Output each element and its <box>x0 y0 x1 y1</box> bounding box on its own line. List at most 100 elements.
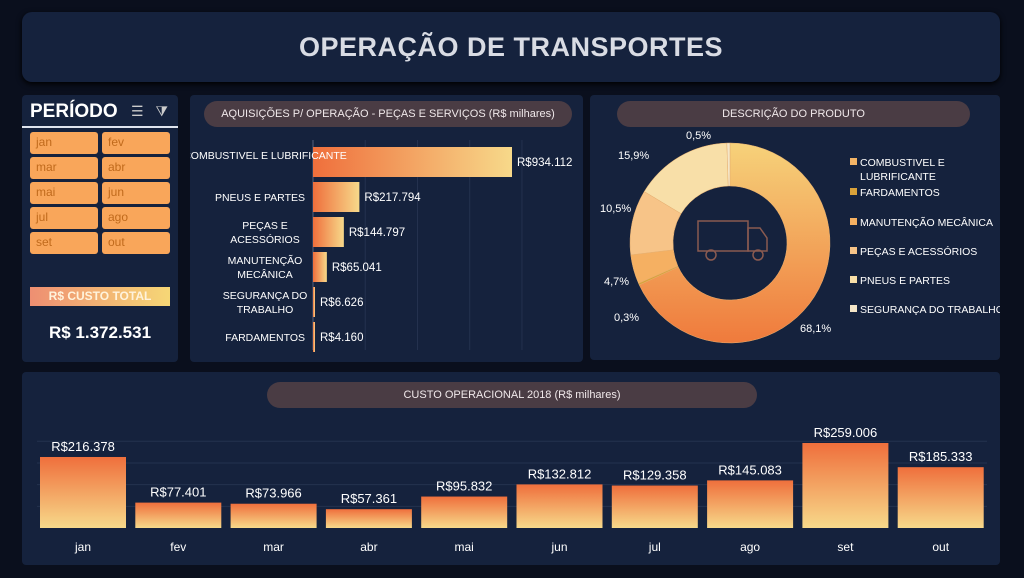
data-label: R$259.006 <box>814 425 878 440</box>
total-cost-label: R$ CUSTO TOTAL <box>30 287 170 306</box>
legend-label: MANUTENÇÃO MECÂNICA <box>860 216 993 229</box>
acquisitions-chart: AQUISIÇÕES P/ OPERAÇÃO - PEÇAS E SERVIÇO… <box>190 95 583 362</box>
bar <box>421 496 508 528</box>
bar <box>230 503 317 528</box>
bar <box>516 484 603 528</box>
clear-filter-icon[interactable]: ⧩ <box>155 103 169 119</box>
multi-select-icon[interactable]: ☰ <box>130 103 144 119</box>
month-button-set[interactable]: set <box>30 232 98 254</box>
slice-label: 15,9% <box>618 150 649 162</box>
bar <box>313 217 344 247</box>
month-button-jun[interactable]: jun <box>102 182 170 204</box>
bar <box>611 485 698 528</box>
truck-icon <box>697 220 768 261</box>
month-button-jul[interactable]: jul <box>30 207 98 229</box>
legend-label: PNEUS E PARTES <box>860 275 950 287</box>
x-tick-label: jul <box>648 540 661 554</box>
legend-swatch <box>850 276 857 283</box>
legend-label: PEÇAS E ACESSÓRIOS <box>860 245 977 258</box>
data-label: R$132.812 <box>528 466 592 481</box>
legend-swatch <box>850 188 857 195</box>
slice-label: 4,7% <box>604 276 629 288</box>
month-button-jan[interactable]: jan <box>30 132 98 154</box>
x-tick-label: jan <box>74 540 91 554</box>
data-label: R$57.361 <box>341 491 397 506</box>
data-label: R$4.160 <box>320 332 363 344</box>
data-label: R$144.797 <box>349 227 405 239</box>
month-button-mar[interactable]: mar <box>30 157 98 179</box>
truck-body <box>697 220 749 252</box>
legend-label-line: COMBUSTIVEL E <box>860 157 945 169</box>
bar <box>325 509 412 528</box>
data-label: R$95.832 <box>436 479 492 494</box>
category-label-line: TRABALHO <box>237 304 294 316</box>
x-tick-label: set <box>837 540 854 554</box>
category-label-line: MECÂNICA <box>237 268 292 281</box>
category-label-line: PEÇAS E <box>242 220 288 232</box>
legend-swatch <box>850 305 857 312</box>
donut-slice <box>638 142 831 344</box>
data-label: R$129.358 <box>623 468 687 483</box>
x-tick-label: out <box>932 540 949 554</box>
page-title: OPERAÇÃO DE TRANSPORTES <box>298 31 724 62</box>
legend-label: COMBUSTIVEL E LUBRIFICANTE <box>860 157 945 183</box>
category-label-line: MANUTENÇÃO <box>228 254 303 267</box>
category-label-line: ACESSÓRIOS <box>230 233 299 246</box>
slice-label: 0,3% <box>614 312 639 324</box>
month-button-mai[interactable]: mai <box>30 182 98 204</box>
slice-label: 0,5% <box>686 130 711 142</box>
bar <box>313 147 512 177</box>
data-label: R$77.401 <box>150 485 206 500</box>
data-label: R$145.083 <box>718 462 782 477</box>
month-button-fev[interactable]: fev <box>102 132 170 154</box>
x-tick-label: ago <box>740 540 760 554</box>
legend-label-line: LUBRIFICANTE <box>860 171 936 183</box>
total-cost-value: R$ 1.372.531 <box>48 323 152 342</box>
x-tick-label: abr <box>360 540 377 554</box>
x-tick-label: mar <box>263 540 284 554</box>
legend-swatch <box>850 158 857 165</box>
month-button-ago[interactable]: ago <box>102 207 170 229</box>
bar <box>135 502 222 528</box>
month-button-abr[interactable]: abr <box>102 157 170 179</box>
x-tick-label: jun <box>550 540 567 554</box>
monthly-cost-chart: CUSTO OPERACIONAL 2018 (R$ milhares) R$2… <box>22 372 1000 565</box>
chart-title: AQUISIÇÕES P/ OPERAÇÃO - PEÇAS E SERVIÇO… <box>204 101 572 127</box>
category-label: MANUTENÇÃO MECÂNICA <box>228 254 303 281</box>
slice-label: 10,5% <box>600 203 631 215</box>
category-label-line: COMBUSTIVEL E LUBRIFICANTE <box>190 150 347 162</box>
data-label: R$6.626 <box>320 297 363 309</box>
header: OPERAÇÃO DE TRANSPORTES <box>22 12 1000 82</box>
month-button-out[interactable]: out <box>102 232 170 254</box>
category-label-line: SEGURANÇA DO <box>223 290 308 302</box>
category-label: COMBUSTIVEL E LUBRIFICANTE <box>190 150 347 162</box>
x-tick-label: mai <box>455 540 474 554</box>
category-label: FARDAMENTOS <box>225 332 305 344</box>
data-label: R$934.112 <box>517 157 572 169</box>
bar <box>313 252 327 282</box>
legend-label: SEGURANÇA DO TRABALHO <box>860 304 1000 316</box>
bar <box>313 182 360 212</box>
data-label: R$216.378 <box>51 439 115 454</box>
category-label: PEÇAS E ACESSÓRIOS <box>230 220 299 246</box>
category-label-line: PNEUS E PARTES <box>215 192 305 204</box>
period-title: PERÍODO <box>30 101 118 122</box>
data-label: R$73.966 <box>245 486 301 501</box>
category-label-line: FARDAMENTOS <box>225 332 305 344</box>
legend-label: FARDAMENTOS <box>860 187 940 199</box>
bar <box>40 456 126 528</box>
legend-swatch <box>850 247 857 254</box>
donut-slice <box>726 142 731 187</box>
chart-title: CUSTO OPERACIONAL 2018 (R$ milhares) <box>267 382 757 408</box>
bar <box>313 322 315 352</box>
truck-wheel <box>705 249 717 261</box>
slice-label: 68,1% <box>800 323 831 335</box>
truck-cab <box>747 227 768 252</box>
bar <box>897 467 984 528</box>
category-label: PNEUS E PARTES <box>215 192 305 204</box>
product-donut-chart: DESCRIÇÃO DO PRODUTO 68,1% COMBUSTIVEL E L… <box>590 95 1000 360</box>
truck-wheel <box>752 249 764 261</box>
bar <box>802 443 889 528</box>
data-label: R$65.041 <box>332 262 382 274</box>
chart-title: DESCRIÇÃO DO PRODUTO <box>617 101 970 127</box>
